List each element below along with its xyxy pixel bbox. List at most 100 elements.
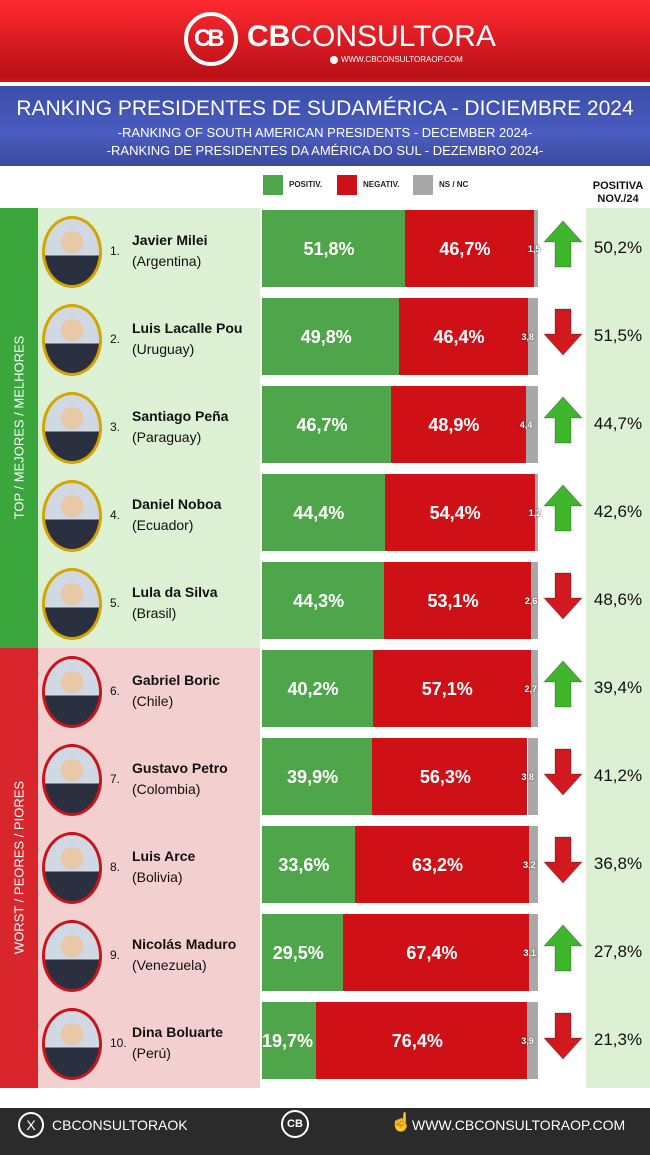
bar-positive — [262, 298, 400, 375]
rank-number: 4. — [110, 508, 121, 522]
previous-header-line1: POSITIVA — [592, 180, 644, 192]
bar-ns — [530, 650, 538, 727]
president-name: Luis Lacalle Pou — [132, 320, 243, 336]
stacked-bar: 44,3% 53,1% 2,6 — [262, 562, 538, 639]
data-label-ns: 1,2 — [528, 508, 542, 518]
bar-negative — [404, 210, 534, 287]
stacked-bar: 40,2% 57,1% 2,7 — [262, 650, 538, 727]
bar-negative — [384, 474, 535, 551]
bar-negative — [384, 562, 531, 639]
legend-label-negative: NEGATIV. — [363, 180, 400, 189]
president-name: Daniel Noboa — [132, 496, 222, 512]
avatar — [42, 480, 102, 552]
data-label-positive: 29,5% — [272, 943, 324, 963]
president-name: Javier Milei — [132, 232, 208, 248]
legend-swatch-negative — [337, 175, 357, 195]
arrow-down-icon — [543, 308, 583, 356]
bar-ns — [527, 298, 538, 375]
data-label-ns: 2,7 — [524, 684, 538, 694]
data-label-positive: 19,7% — [262, 1031, 314, 1051]
president-name: Nicolás Maduro — [132, 936, 237, 952]
brand-url[interactable]: WWW.CBCONSULTORAOP.COM — [330, 55, 463, 64]
rank-number: 1. — [110, 244, 121, 258]
bar-negative — [343, 914, 530, 991]
data-label-negative: 56,3% — [419, 767, 471, 787]
title-band — [0, 86, 650, 166]
data-label-negative: 67,4% — [406, 943, 458, 963]
data-label-ns: 4,4 — [519, 420, 533, 430]
previous-positive-value: 44,7% — [593, 414, 643, 433]
avatar — [42, 568, 102, 640]
data-label-ns: 1,5 — [527, 244, 541, 254]
data-label-positive: 44,3% — [293, 591, 345, 611]
avatar — [42, 304, 102, 376]
avatar — [42, 392, 102, 464]
bar-positive — [262, 210, 405, 287]
president-country: (Colombia) — [132, 781, 201, 797]
x-logo-icon[interactable]: X — [18, 1112, 44, 1138]
president-name: Dina Boluarte — [132, 1024, 224, 1040]
bar-ns — [534, 474, 538, 551]
data-label-negative: 76,4% — [391, 1031, 443, 1051]
avatar — [42, 744, 102, 816]
avatar — [42, 920, 102, 992]
president-country: (Chile) — [132, 693, 174, 709]
bar-ns — [529, 826, 538, 903]
data-label-ns: 2,6 — [524, 596, 538, 606]
legend-label-positive: POSITIV. — [289, 180, 323, 189]
brand-name: CBCONSULTORA — [247, 20, 496, 54]
previous-month-column — [586, 208, 650, 1088]
bar-positive — [262, 650, 373, 727]
footer-url[interactable]: WWW.CBCONSULTORAOP.COM — [412, 1117, 626, 1133]
bar-ns — [529, 914, 538, 991]
pointer-icon — [330, 55, 338, 64]
footer-cb-logo-icon: CB — [281, 1110, 309, 1138]
table-row: 2. Luis Lacalle Pou (Uruguay) 49,8% 46,4% 3,8… — [0, 296, 650, 384]
arrow-up-icon — [543, 220, 583, 268]
president-country: (Uruguay) — [132, 341, 195, 357]
bar-ns — [527, 738, 538, 815]
rank-number: 10. — [110, 1036, 127, 1050]
table-row: 7. Gustavo Petro (Colombia) 39,9% 56,3% 3,8 41… — [0, 736, 650, 824]
data-label-negative: 63,2% — [411, 855, 463, 875]
footer-social-handle[interactable]: CBCONSULTORAOK — [52, 1117, 188, 1133]
previous-positive-value: 51,5% — [593, 326, 643, 345]
president-country: (Brasil) — [132, 605, 177, 621]
brand-bold: CB — [247, 20, 291, 53]
avatar — [42, 656, 102, 728]
bar-positive — [262, 474, 385, 551]
bar-positive — [262, 562, 385, 639]
table-row: 1. Javier Milei (Argentina) 51,8% 46,7% 1,5 50… — [0, 208, 650, 296]
data-label-negative: 48,9% — [428, 415, 480, 435]
previous-positive-value: 21,3% — [593, 1030, 643, 1049]
previous-positive-value: 36,8% — [593, 854, 643, 873]
arrow-down-icon — [543, 1012, 583, 1060]
data-label-ns: 3,9 — [521, 1036, 534, 1046]
previous-month-header: POSITIVA NOV./24 — [586, 180, 650, 206]
data-label-positive: 39,9% — [287, 767, 339, 787]
president-name: Gabriel Boric — [132, 672, 220, 688]
bar-negative — [399, 298, 528, 375]
previous-positive-value: 48,6% — [593, 590, 643, 609]
rank-number: 3. — [110, 420, 121, 434]
arrow-down-icon — [543, 748, 583, 796]
president-country: (Ecuador) — [132, 517, 194, 533]
bar-negative — [390, 386, 526, 463]
arrow-up-icon — [543, 924, 583, 972]
stacked-bar: 39,9% 56,3% 3,8 — [262, 738, 538, 815]
bar-positive — [262, 826, 355, 903]
bar-positive — [262, 386, 391, 463]
rank-number: 5. — [110, 596, 121, 610]
chart-subtitle-pt: -RANKING DE PRESIDENTES DA AMÉRICA DO SU… — [106, 143, 544, 158]
data-label-positive: 33,6% — [278, 855, 330, 875]
rank-number: 7. — [110, 772, 121, 786]
table-row: 8. Luis Arce (Bolivia) 33,6% 63,2% 3,2 36,8% — [0, 824, 650, 912]
data-label-positive: 44,4% — [293, 503, 345, 523]
previous-positive-value: 27,8% — [593, 942, 643, 961]
legend-label-ns: NS / NC — [439, 180, 469, 189]
bar-ns — [530, 562, 538, 639]
president-name: Luis Arce — [132, 848, 196, 864]
rank-number: 2. — [110, 332, 121, 346]
previous-positive-value: 39,4% — [593, 678, 643, 697]
data-label-positive: 40,2% — [287, 679, 339, 699]
